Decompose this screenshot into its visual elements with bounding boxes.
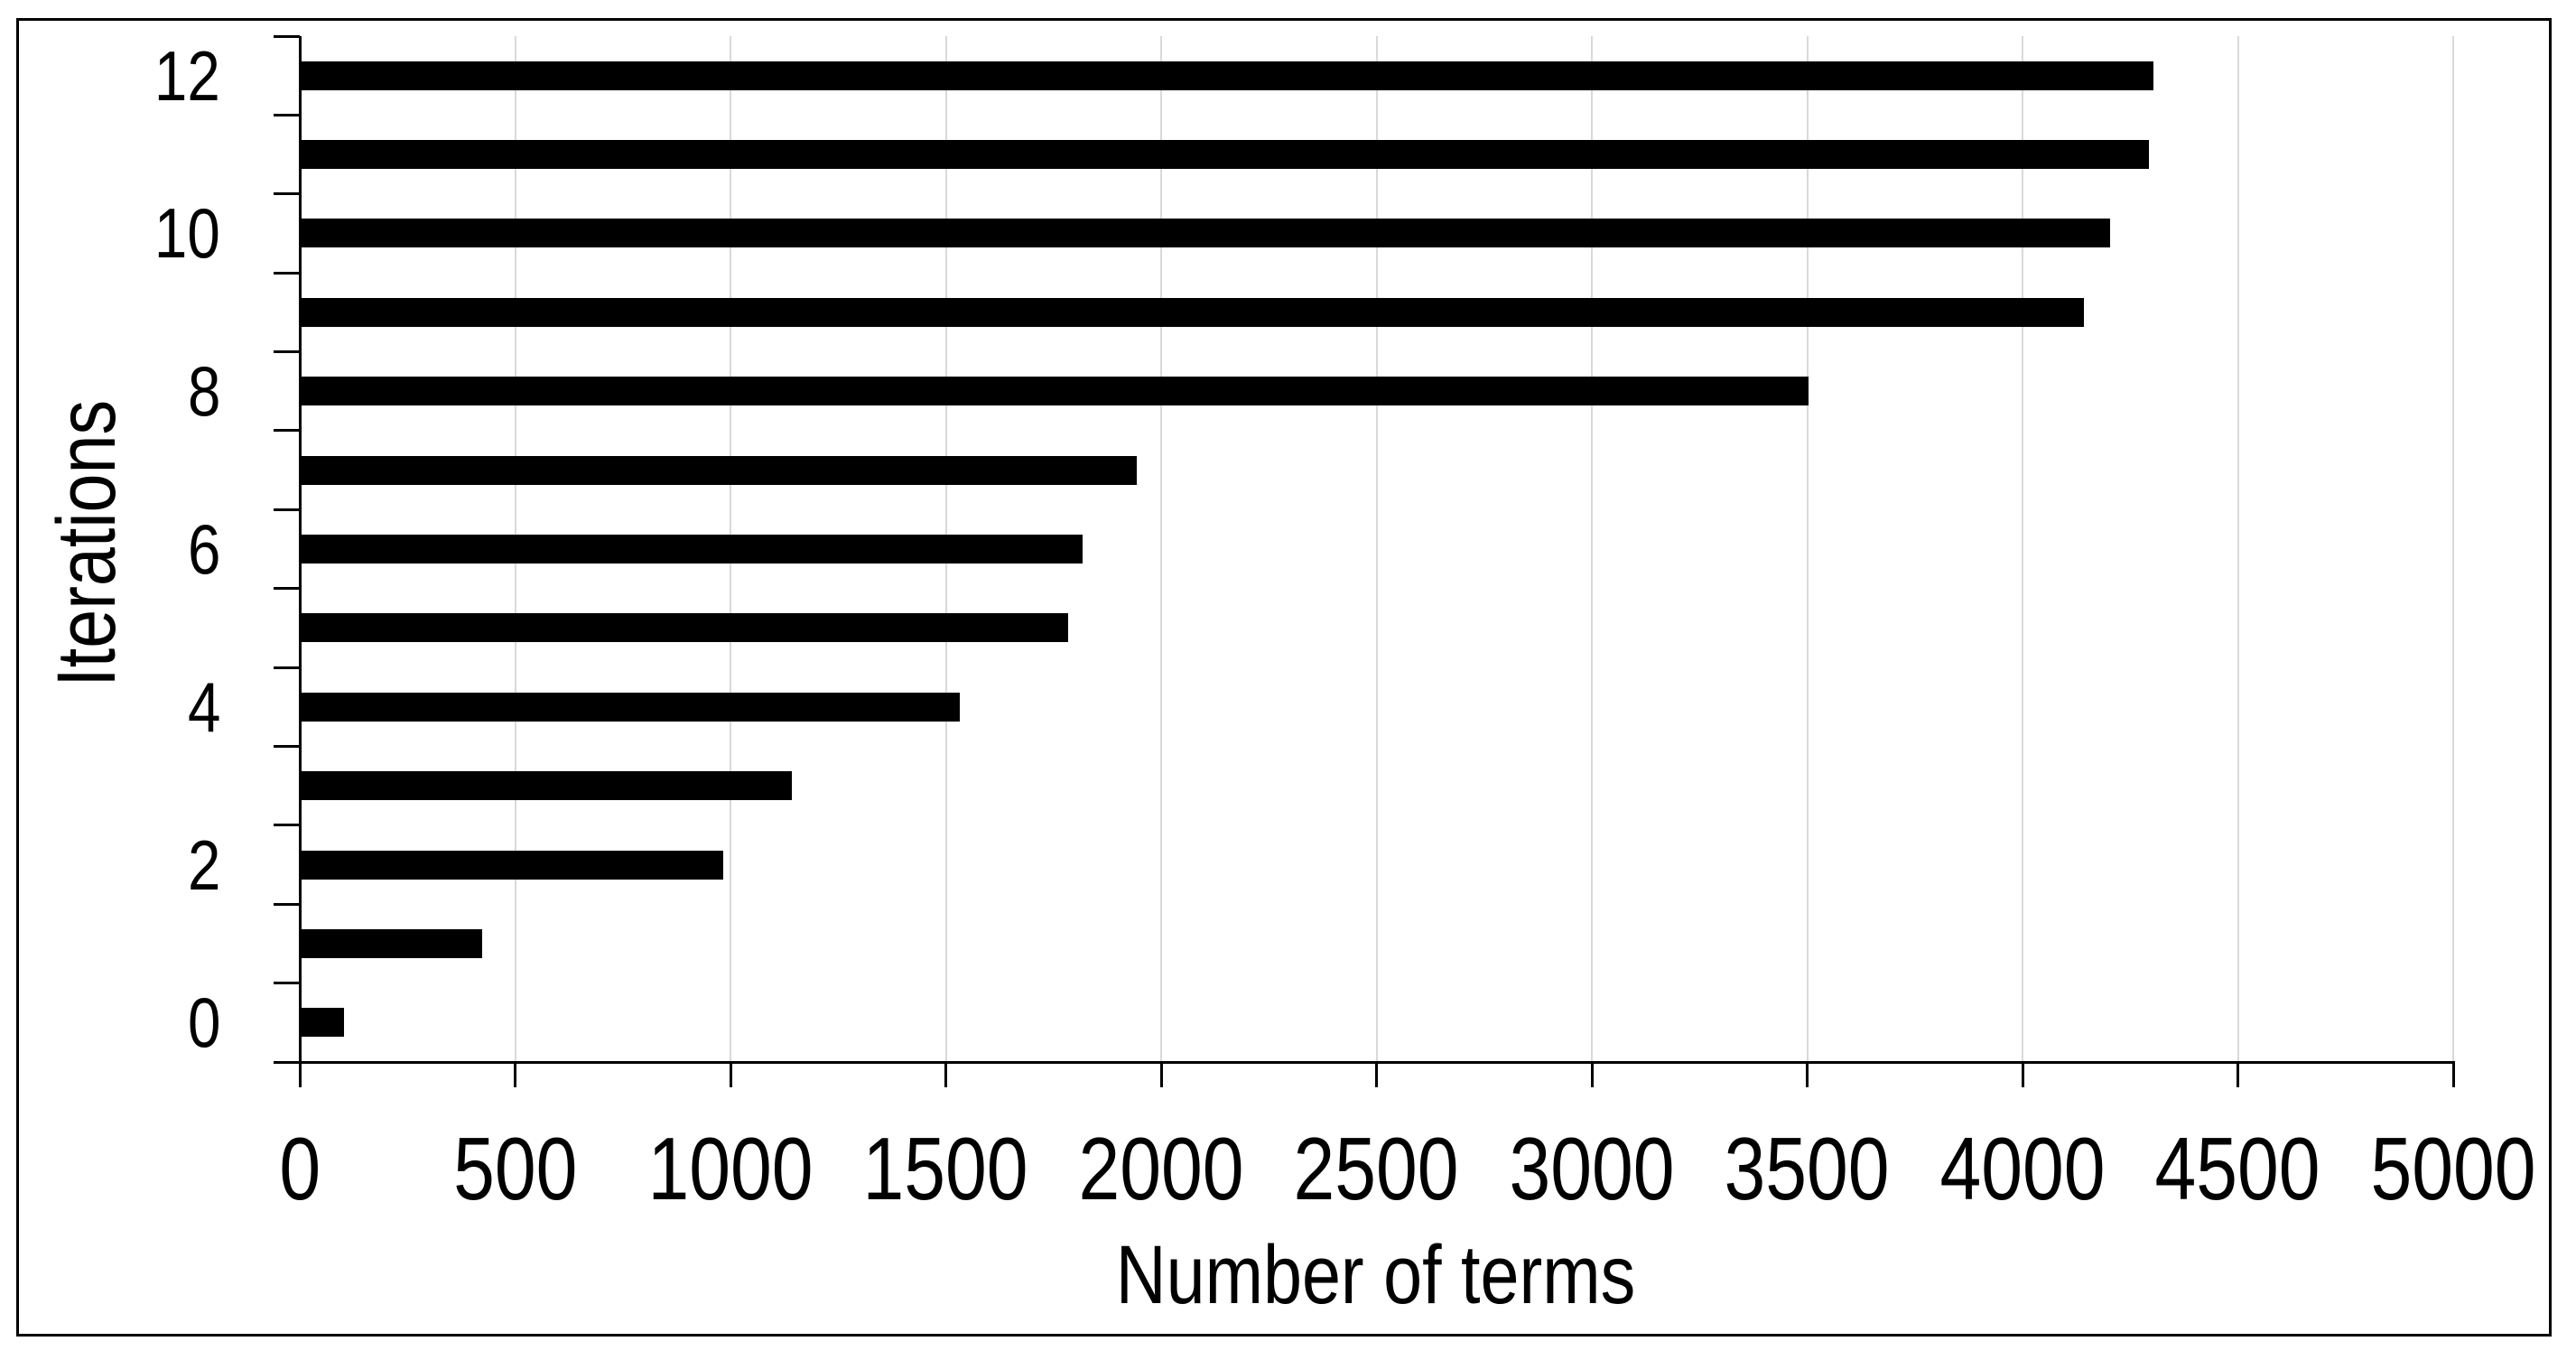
x-tick-mark [2021, 1062, 2024, 1087]
y-tick-mark [274, 587, 300, 591]
bar-iteration-7 [301, 455, 1137, 485]
y-tick-label: 12 [22, 41, 220, 111]
x-tick-label: 0 [119, 1124, 480, 1213]
y-tick-mark [274, 113, 300, 116]
x-tick-label: 5000 [2273, 1124, 2576, 1213]
y-tick-mark [274, 192, 300, 196]
gridline [2022, 36, 2023, 1062]
bar-iteration-6 [301, 535, 1083, 564]
x-tick-label-text: 2500 [1293, 1119, 1460, 1218]
x-tick-mark [2451, 1062, 2455, 1087]
bar-iteration-8 [301, 377, 1809, 406]
x-tick-mark [1375, 1062, 1378, 1087]
y-tick-mark [274, 982, 300, 985]
y-tick-mark [274, 824, 300, 827]
bar-iteration-0 [301, 1008, 345, 1038]
y-tick-label-text: 12 [154, 35, 220, 116]
gridline [1591, 36, 1593, 1062]
gridline [2237, 36, 2239, 1062]
bar-iteration-10 [301, 219, 2110, 248]
y-tick-mark [274, 350, 300, 354]
x-tick-label: 3000 [1411, 1124, 1772, 1213]
y-tick-label-text: 2 [187, 824, 220, 905]
x-tick-label-text: 0 [279, 1119, 321, 1218]
y-tick-label: 6 [22, 514, 220, 584]
x-tick-mark [298, 1062, 302, 1087]
y-tick-mark [274, 34, 300, 38]
bar-iteration-3 [301, 771, 793, 801]
x-axis-title: Number of terms [925, 1234, 1827, 1317]
y-tick-label: 8 [22, 356, 220, 426]
x-tick-label-text: 500 [452, 1119, 578, 1218]
y-tick-label-text: 6 [187, 509, 220, 589]
gridline [1375, 36, 1378, 1062]
bar-iteration-9 [301, 297, 2085, 327]
y-tick-mark [274, 429, 300, 433]
x-tick-label-text: 4000 [1939, 1119, 2106, 1218]
x-tick-mark [1159, 1062, 1163, 1087]
x-tick-label-text: 1000 [647, 1119, 814, 1218]
x-tick-label: 1000 [550, 1124, 911, 1213]
y-tick-label-text: 10 [154, 193, 220, 274]
x-tick-label: 500 [335, 1124, 696, 1213]
gridline [2452, 36, 2454, 1062]
gridline [1160, 36, 1162, 1062]
x-tick-label-text: 5000 [2370, 1119, 2536, 1218]
y-tick-mark [274, 1060, 300, 1064]
y-tick-mark [274, 271, 300, 275]
y-tick-label-text: 8 [187, 351, 220, 432]
bar-iteration-4 [301, 692, 961, 722]
bar-iteration-12 [301, 61, 2153, 90]
y-tick-mark [274, 902, 300, 906]
x-tick-label-text: 4500 [2154, 1119, 2321, 1218]
y-tick-mark [274, 666, 300, 669]
x-tick-label: 2000 [981, 1124, 1342, 1213]
x-tick-label: 3500 [1627, 1124, 1988, 1213]
y-tick-label: 4 [22, 672, 220, 742]
gridline [1806, 36, 1809, 1062]
bar-iteration-2 [301, 850, 723, 880]
y-tick-label: 2 [22, 830, 220, 900]
x-tick-mark [1590, 1062, 1594, 1087]
y-axis-line [298, 36, 302, 1062]
y-tick-mark [274, 744, 300, 748]
x-tick-label: 4500 [2058, 1124, 2419, 1213]
x-tick-label: 4000 [1842, 1124, 2203, 1213]
x-tick-label-text: 3000 [1509, 1119, 1675, 1218]
y-tick-label-text: 4 [187, 666, 220, 747]
bar-iteration-5 [301, 613, 1068, 643]
x-tick-label-text: 1500 [862, 1119, 1029, 1218]
x-tick-label-text: 3500 [1724, 1119, 1891, 1218]
x-tick-mark [944, 1062, 947, 1087]
bar-iteration-11 [301, 140, 2149, 170]
x-tick-mark [1806, 1062, 1809, 1087]
x-tick-mark [2237, 1062, 2239, 1087]
x-tick-mark [514, 1062, 516, 1087]
bar-iteration-1 [301, 928, 482, 958]
x-tick-label: 2500 [1196, 1124, 1558, 1213]
x-axis-title-text: Number of terms [1116, 1229, 1636, 1321]
x-tick-label: 1500 [766, 1124, 1127, 1213]
x-axis-line [298, 1060, 2455, 1064]
y-tick-mark [274, 508, 300, 511]
x-tick-mark [729, 1062, 732, 1087]
y-tick-label: 0 [22, 987, 220, 1057]
y-tick-label-text: 0 [187, 983, 220, 1063]
x-tick-label-text: 2000 [1078, 1119, 1244, 1218]
y-tick-label: 10 [22, 198, 220, 268]
